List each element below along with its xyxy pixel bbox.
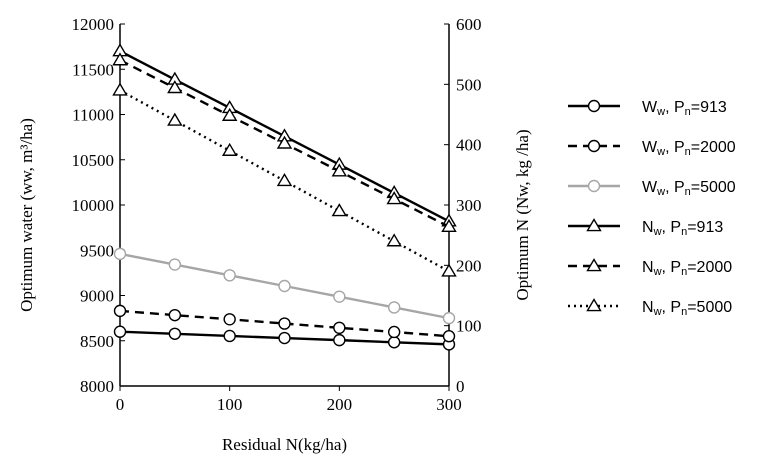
series-4 [112, 43, 457, 227]
series-1 [113, 325, 456, 351]
legend-label: Ww, Pn=2000 [642, 139, 736, 158]
y-right-tick-label: 100 [456, 317, 482, 336]
legend-item: Ww, Pn=913 [568, 99, 727, 118]
data-point [278, 317, 291, 330]
data-point [441, 263, 457, 277]
legend-item: Ww, Pn=2000 [568, 139, 736, 158]
y-right-tick-label: 600 [456, 15, 482, 34]
y-right-tick-label: 300 [456, 196, 482, 215]
data-point [167, 80, 183, 94]
legend-label: Nw, Pn=2000 [642, 259, 732, 278]
data-point [333, 290, 346, 303]
data-point [386, 233, 402, 247]
data-point [167, 112, 183, 126]
data-point [333, 333, 346, 347]
y-left-tick-label: 8500 [80, 332, 114, 351]
legend-item: Ww, Pn=5000 [568, 179, 736, 198]
y-left-tick-label: 10500 [72, 151, 115, 170]
data-point [386, 191, 402, 205]
y-right-tick-label: 500 [456, 75, 482, 94]
x-tick-label: 100 [217, 395, 243, 414]
legend-label: Nw, Pn=913 [642, 219, 723, 238]
data-point [331, 203, 348, 217]
y-axis-left-label: Optimum water (ww, m³/ha) [17, 118, 36, 312]
legend-item: Nw, Pn=913 [568, 218, 723, 238]
legend-label: Ww, Pn=913 [642, 99, 727, 118]
data-point [387, 325, 401, 339]
data-point [223, 313, 236, 326]
data-point [221, 142, 238, 156]
y-right-tick-label: 200 [456, 256, 482, 275]
y-left-tick-label: 9000 [80, 287, 114, 306]
data-point [276, 135, 293, 149]
y-right-tick-label: 400 [456, 136, 482, 155]
data-point [442, 311, 456, 325]
data-point [387, 301, 401, 314]
legend-item: Nw, Pn=5000 [568, 298, 732, 318]
data-point [168, 258, 182, 271]
legend-swatch-marker [587, 179, 601, 193]
y-axis-right-label: Optimum N (Nw, kg /ha) [513, 129, 532, 300]
data-point [278, 279, 291, 293]
series-5 [112, 52, 457, 232]
legend-item: Nw, Pn=2000 [568, 258, 732, 278]
series-layer [112, 43, 457, 351]
series-2 [113, 304, 456, 343]
series-6 [112, 82, 457, 277]
data-point [278, 331, 291, 345]
data-point [168, 308, 182, 322]
data-point [441, 218, 457, 232]
legend-label: Ww, Pn=5000 [642, 179, 736, 198]
data-point [223, 269, 236, 282]
x-tick-label: 300 [436, 395, 462, 414]
data-point [276, 172, 293, 187]
legend-label: Nw, Pn=5000 [642, 299, 732, 318]
y-left-tick-label: 9500 [80, 241, 114, 260]
series-3 [113, 247, 456, 325]
legend: Ww, Pn=913 Ww, Pn=2000 Ww, Pn=5000 Nw, Pn=9… [568, 99, 736, 318]
data-point [113, 247, 127, 261]
y-right-tick-label: 0 [456, 377, 465, 396]
data-point [113, 325, 127, 338]
legend-swatch-marker [586, 258, 602, 272]
legend-swatch-marker [586, 218, 602, 232]
data-point [387, 336, 401, 349]
data-point [223, 329, 236, 343]
data-point [112, 82, 128, 96]
x-axis-label: Residual N(kg/ha) [222, 435, 347, 454]
data-point [221, 107, 238, 121]
x-tick-label: 0 [116, 395, 125, 414]
data-point [442, 330, 456, 343]
data-point [168, 327, 182, 340]
legend-swatch-marker [587, 139, 601, 153]
x-tick-label: 200 [327, 395, 353, 414]
y-left-tick-label: 12000 [72, 15, 115, 34]
legend-swatch-marker [586, 298, 602, 312]
axes: 8000850090009500100001050011000115001200… [72, 15, 482, 414]
data-point [331, 163, 348, 177]
data-point [333, 321, 346, 335]
y-left-tick-label: 11500 [72, 60, 114, 79]
y-left-tick-label: 8000 [80, 377, 114, 396]
data-point [112, 52, 128, 66]
data-point [113, 304, 127, 318]
y-left-tick-label: 10000 [72, 196, 115, 215]
legend-swatch-marker [587, 99, 601, 113]
y-left-tick-label: 11000 [72, 106, 114, 125]
